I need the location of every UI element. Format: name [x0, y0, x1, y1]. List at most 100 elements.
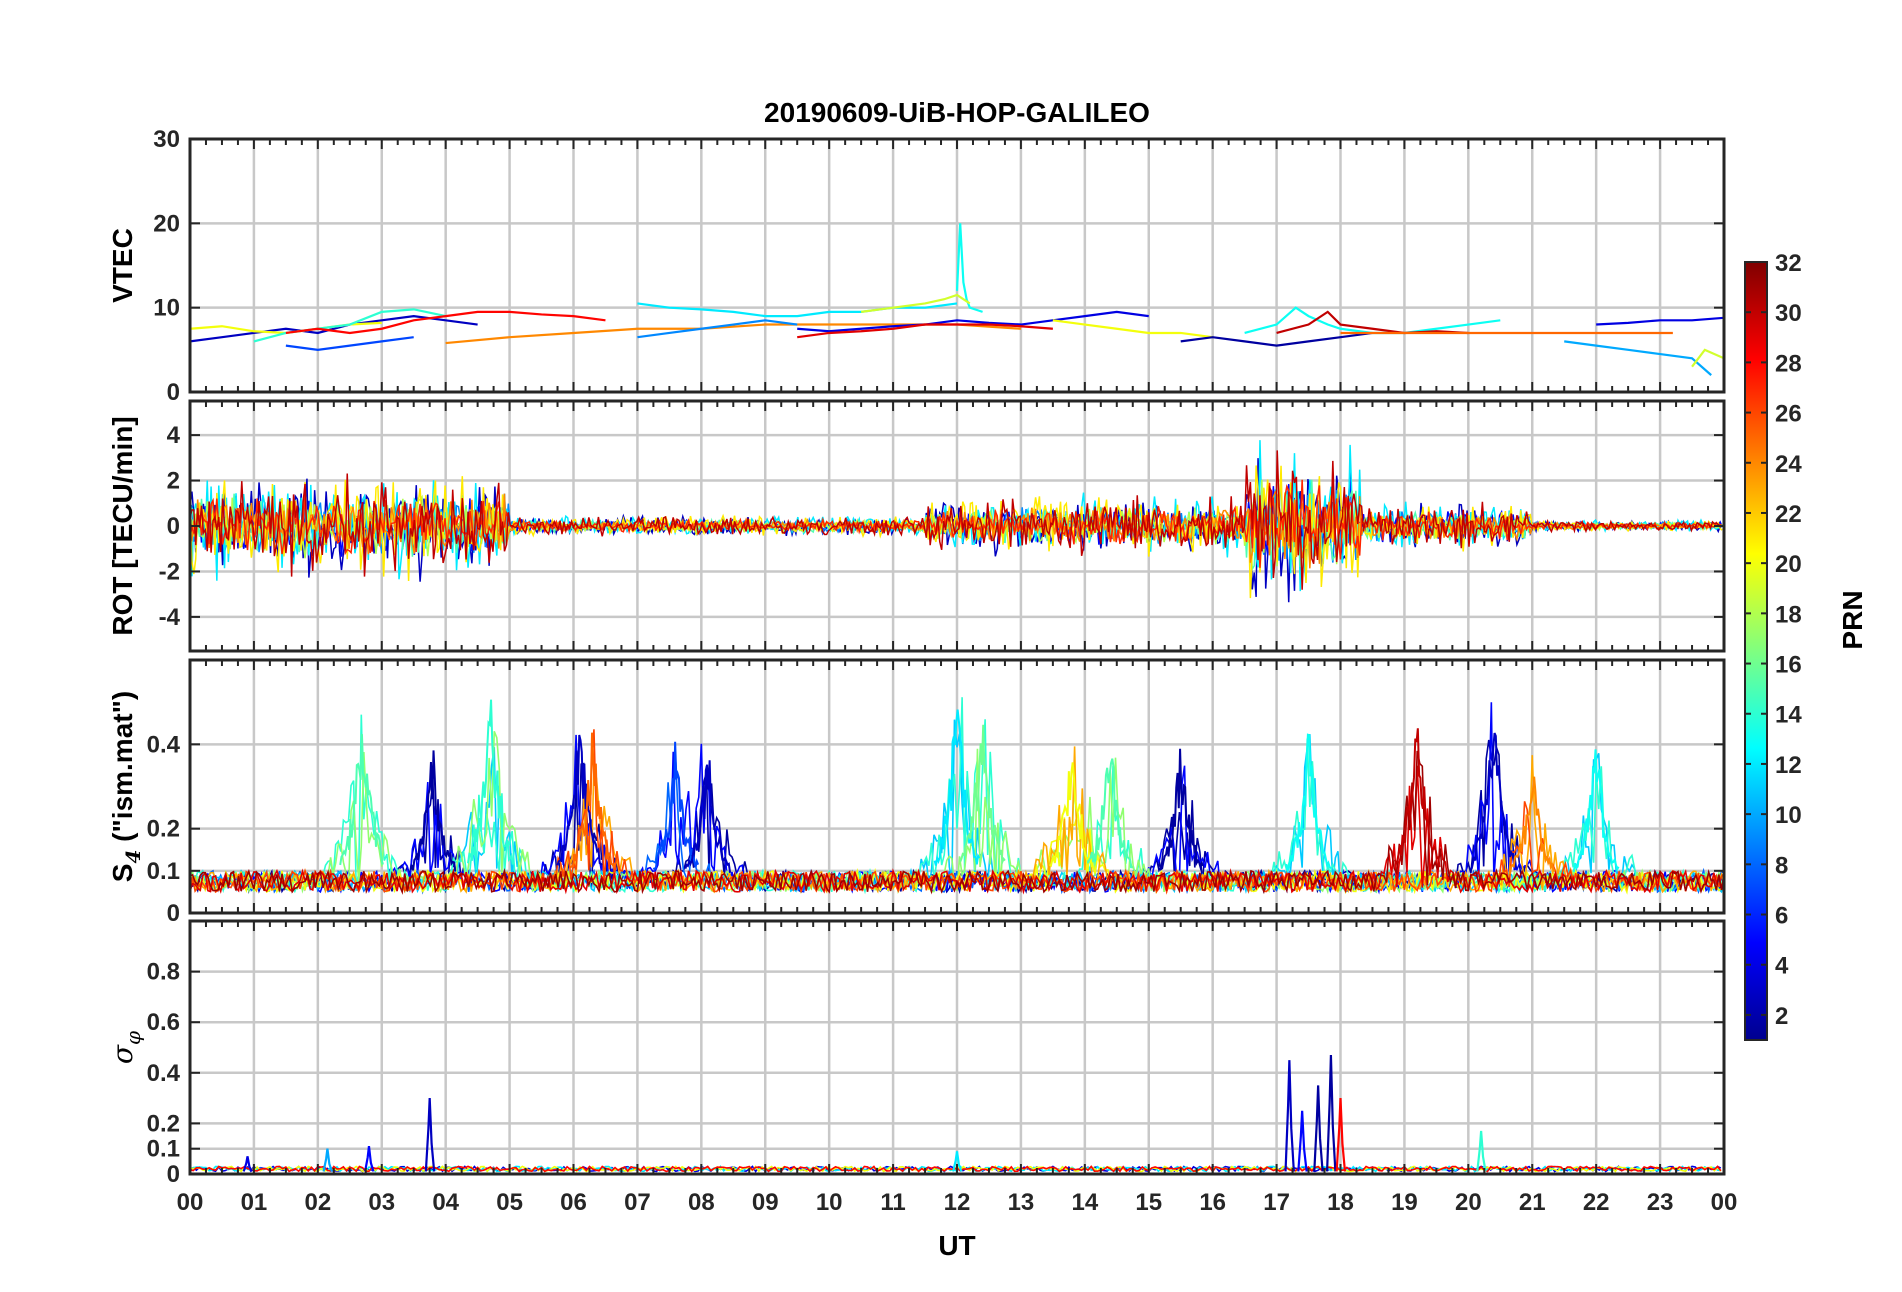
x-tick-label: 11 [880, 1189, 905, 1216]
y-tick-label: 0.6 [147, 1009, 180, 1036]
y-tick-label: 0.4 [147, 731, 181, 758]
peak-line-prn-2 [409, 750, 457, 872]
colorbar-tick-label: 24 [1775, 451, 1802, 478]
panel-rot: -4 -2 0 2 4 ROT [TECU/min] [107, 399, 1726, 653]
panel-frame [188, 658, 1726, 915]
x-tick-label: 07 [624, 1189, 651, 1216]
spike-line-prn-2 [1325, 1055, 1337, 1172]
peak-line-prn-13 [1572, 749, 1620, 873]
spike-line-prn-14 [1476, 1130, 1487, 1172]
x-tick-label: 18 [1327, 1189, 1354, 1216]
y-tick-label: 2 [167, 468, 180, 495]
colorbar-tick-label: 16 [1775, 652, 1802, 679]
y-tick-label: 0.4 [147, 1060, 181, 1087]
spike-line-prn-28 [1335, 1098, 1347, 1172]
x-tick-label: 16 [1199, 1189, 1226, 1216]
series-line-prn-19 [1691, 348, 1724, 368]
peak-line-prn-30 [1393, 728, 1441, 868]
y-tick-label: 10 [153, 295, 180, 322]
x-tick-label: 15 [1135, 1189, 1162, 1216]
colorbar-tick-label: 28 [1775, 350, 1802, 377]
x-axis-label: UT [938, 1230, 975, 1261]
y-tick-label: 0.1 [147, 1136, 180, 1163]
colorbar-tick-label: 22 [1775, 501, 1802, 528]
plot-area [190, 223, 1724, 376]
peak-line-prn-14 [467, 699, 514, 865]
peak-line-prn-15 [339, 734, 384, 866]
y-label-subscript: φ [121, 1031, 145, 1045]
y-tick-label: 0 [167, 900, 180, 927]
spike-line-prn-10 [322, 1148, 333, 1172]
colorbar-tick-label: 4 [1775, 953, 1789, 980]
y-axis-label: VTEC [107, 228, 138, 303]
panel-frame [188, 137, 1726, 394]
series-line-prn-28 [285, 310, 606, 335]
y-tick-label: 0.8 [147, 959, 180, 986]
x-tick-label: 21 [1519, 1189, 1546, 1216]
peak-line-prn-12 [933, 709, 981, 866]
y-tick-label: 0.2 [147, 816, 180, 843]
x-tick-label: 09 [752, 1189, 779, 1216]
colorbar-tick-label: 2 [1775, 1003, 1788, 1030]
panel-vtec: 0 10 20 30 VTEC [107, 126, 1726, 406]
colorbar-tick-label: 20 [1775, 551, 1802, 578]
y-label-symbol: S [107, 864, 138, 883]
x-tick-label: 22 [1583, 1189, 1610, 1216]
colorbar-tick-label: 8 [1775, 852, 1788, 879]
x-tick-label: 10 [816, 1189, 843, 1216]
spike-line-prn-12 [952, 1151, 963, 1172]
series-line-prn-12 [637, 302, 958, 318]
spike-line-prn-5 [1297, 1110, 1308, 1172]
y-tick-label: 0 [167, 513, 180, 540]
series-line-prn-13 [1244, 306, 1501, 335]
y-tick-label: 4 [167, 422, 181, 449]
y-label-subscript: 4 [121, 850, 145, 864]
spike-line-prn-3 [1284, 1060, 1295, 1172]
plot-area [190, 697, 1724, 895]
colorbar-tick-label: 14 [1775, 702, 1802, 729]
colorbar-gradient [1744, 261, 1768, 1041]
y-label-rest: ("ism.mat") [107, 691, 138, 850]
series-line-prn-7 [285, 336, 414, 351]
x-tick-label: 02 [304, 1189, 331, 1216]
peak-line-prn-7 [652, 741, 700, 871]
series-line-prn-19 [860, 293, 971, 313]
plot-area [190, 440, 1723, 603]
x-tick-label: 06 [560, 1189, 587, 1216]
x-tick-label: 23 [1647, 1189, 1674, 1216]
x-tick-label: 08 [688, 1189, 715, 1216]
series-line-prn-29 [797, 323, 1053, 339]
spike-line-prn-3 [424, 1098, 436, 1172]
y-label-symbol: σ [106, 1044, 139, 1064]
series-line-prn-13 [955, 223, 983, 313]
series-line-prn-4 [1596, 316, 1724, 326]
spike-line-prn-4 [242, 1156, 253, 1173]
colorbar-tick-label: 6 [1775, 903, 1788, 930]
x-tick-label: 05 [496, 1189, 523, 1216]
x-tick-label: 01 [241, 1189, 268, 1216]
series-line-prn-20 [1052, 319, 1213, 339]
x-tick-label: 04 [432, 1189, 459, 1216]
x-axis: 00 01 02 03 04 05 06 07 08 09 10 11 12 13 14 15 16 17 18 19… [177, 1189, 1738, 1216]
colorbar-tick-label: 18 [1775, 601, 1802, 628]
x-tick-label: 20 [1455, 1189, 1482, 1216]
y-axis-label: σφ [106, 1031, 145, 1064]
spike-line-prn-5 [364, 1146, 375, 1172]
series-line-prn-2 [1180, 331, 1373, 347]
peak-line-prn-25 [569, 732, 616, 870]
colorbar-tick-label: 26 [1775, 401, 1802, 428]
x-tick-label: 14 [1071, 1189, 1098, 1216]
peak-line-prn-16 [959, 724, 1006, 866]
series-line-prn-30 [190, 450, 1723, 590]
y-axis-label: ROT [TECU/min] [107, 416, 138, 635]
x-tick-label: 03 [368, 1189, 395, 1216]
peak-line-prn-2 [1157, 748, 1204, 872]
y-tick-label: 20 [153, 210, 180, 237]
peak-line-prn-3 [684, 760, 732, 873]
colorbar-tick-label: 32 [1775, 250, 1802, 277]
peak-line-prn-3 [556, 734, 603, 866]
x-tick-label: 17 [1263, 1189, 1290, 1216]
y-tick-label: 0 [167, 1161, 180, 1188]
colorbar-tick-label: 30 [1775, 300, 1802, 327]
